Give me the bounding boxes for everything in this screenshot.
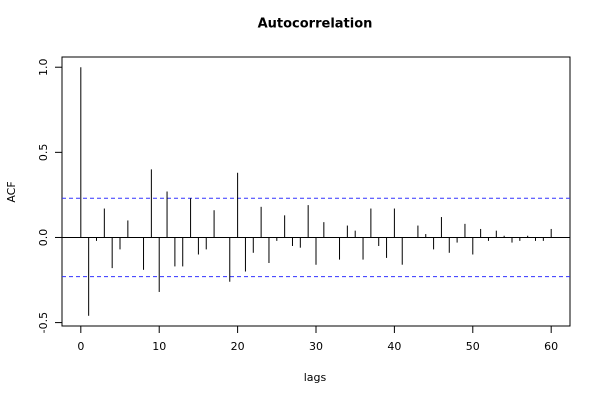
y-tick-label: 0.0: [37, 229, 50, 247]
x-tick-label: 40: [387, 340, 401, 353]
chart-title: Autocorrelation: [258, 17, 373, 32]
y-tick-label: 1.0: [37, 58, 50, 76]
x-tick-label: 20: [231, 340, 245, 353]
y-tick-label: -0.5: [37, 312, 50, 333]
y-axis-title: ACF: [5, 181, 18, 202]
x-axis-title: lags: [304, 371, 327, 384]
y-tick-label: 0.5: [37, 144, 50, 162]
x-tick-label: 10: [152, 340, 166, 353]
x-tick-label: 60: [544, 340, 558, 353]
x-tick-label: 50: [466, 340, 480, 353]
x-tick-label: 0: [77, 340, 84, 353]
x-tick-label: 30: [309, 340, 323, 353]
plot-frame: [61, 56, 571, 327]
